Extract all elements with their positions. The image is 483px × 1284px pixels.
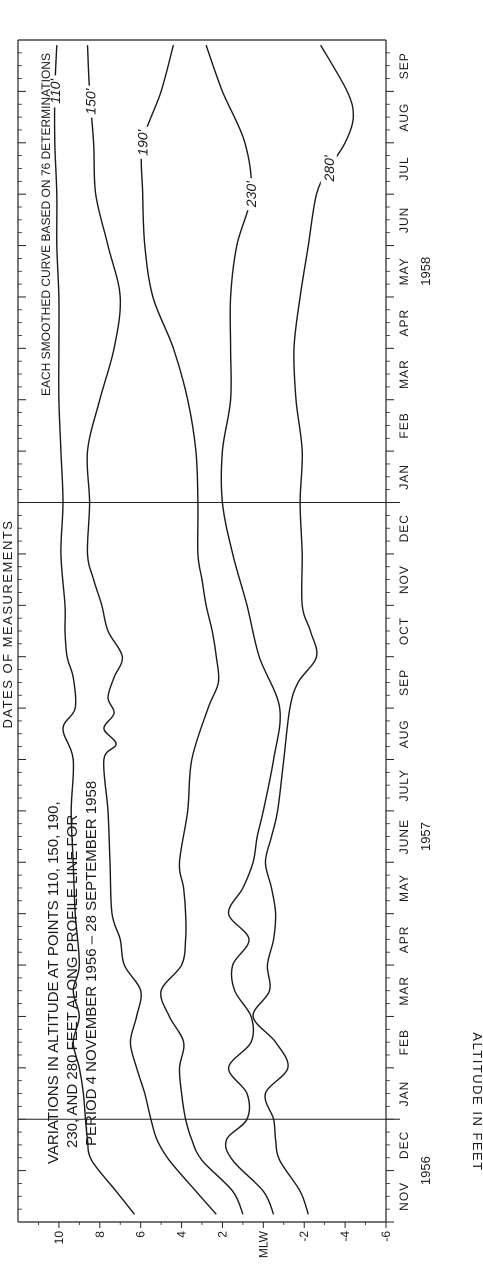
x-tick-label: SEP — [397, 669, 411, 696]
text-layer: VARIATIONS IN ALTITUDE AT POINTS 110, 15… — [0, 53, 483, 1172]
y-tick-label: MLW — [256, 1230, 270, 1258]
y-tick-label: -6 — [379, 1231, 393, 1242]
series-label: 190' — [135, 128, 151, 155]
series-label-bg — [46, 75, 63, 108]
series-line — [252, 44, 355, 1215]
series-line — [140, 44, 244, 1215]
series-label-bg — [82, 85, 99, 118]
x-tick-label: MAR — [397, 359, 411, 389]
y-tick-label: 2 — [215, 1231, 229, 1238]
y-tick-label: 8 — [93, 1231, 107, 1238]
y-tick-label: 4 — [175, 1231, 189, 1238]
year-label: 1958 — [418, 257, 433, 286]
series-layer: 110' 150' 190' 230' 280' — [46, 44, 355, 1215]
x-tick-label: AUG — [397, 103, 411, 132]
x-tick-label: NOV — [397, 1182, 411, 1211]
x-tick-label: MAY — [397, 874, 411, 902]
series-line — [86, 45, 217, 1215]
x-tick-label: MAY — [397, 257, 411, 285]
x-tick-label: JAN — [397, 1081, 411, 1107]
y-tick-label: -4 — [338, 1231, 352, 1242]
series-label: 150' — [82, 87, 98, 114]
series-label-bg — [134, 126, 151, 159]
series-label: 280' — [321, 154, 337, 182]
series-label: 230' — [243, 180, 259, 208]
x-tick-label: DEC — [397, 1131, 411, 1159]
series-label-bg — [243, 178, 260, 211]
chart-title-line: VARIATIONS IN ALTITUDE AT POINTS 110, 15… — [45, 801, 62, 1164]
x-tick-label: AUG — [397, 719, 411, 748]
y-tick-label: -2 — [297, 1231, 311, 1242]
x-tick-label: DEC — [397, 514, 411, 542]
series-line — [53, 45, 136, 1215]
y-tick-label: 10 — [52, 1231, 66, 1245]
x-tick-label: APR — [397, 926, 411, 954]
y-axis-title: ALTITUDE IN FEET — [470, 1032, 483, 1171]
x-tick-label: MAR — [397, 976, 411, 1006]
axes-layer: NOV DEC JAN FEB MAR APR MAY JUNE JULY AUG SEP OCT NO… — [17, 39, 433, 1258]
series-line — [205, 44, 281, 1215]
x-tick-label: APR — [397, 309, 411, 337]
y-tick-label: 6 — [134, 1231, 148, 1238]
x-tick-label: FEB — [397, 1029, 411, 1055]
x-tick-label: OCT — [397, 617, 411, 645]
chart-title: VARIATIONS IN ALTITUDE AT POINTS 110, 15… — [45, 781, 100, 1164]
chart-title-line: 230, AND 280 FEET ALONG PROFILE LINE FOR — [64, 815, 81, 1148]
x-axis-title: DATES OF MEASUREMENTS — [0, 520, 15, 729]
x-tick-label: NOV — [397, 565, 411, 594]
x-tick-label: JAN — [397, 464, 411, 490]
year-label: 1956 — [418, 1156, 433, 1185]
series-label: 110' — [47, 78, 63, 104]
x-tick-label: JULY — [397, 769, 411, 801]
x-tick-label: JUNE — [397, 819, 411, 854]
series-label-bg — [320, 152, 337, 185]
x-tick-label: JUN — [397, 207, 411, 233]
chart-note: EACH SMOOTHED CURVE BASED ON 76 DETERMIN… — [39, 53, 53, 396]
chart-title-line: PERIOD 4 NOVEMBER 1956 – 28 SEPTEMBER 19… — [83, 781, 100, 1146]
year-label: 1957 — [418, 822, 433, 851]
x-tick-label: FEB — [397, 412, 411, 438]
x-tick-label: JUL — [397, 156, 411, 180]
x-tick-label: SEP — [397, 52, 411, 79]
chart-rotated-group: NOV DEC JAN FEB MAR APR MAY JUNE JULY AUG SEP OCT NO… — [0, 39, 483, 1258]
